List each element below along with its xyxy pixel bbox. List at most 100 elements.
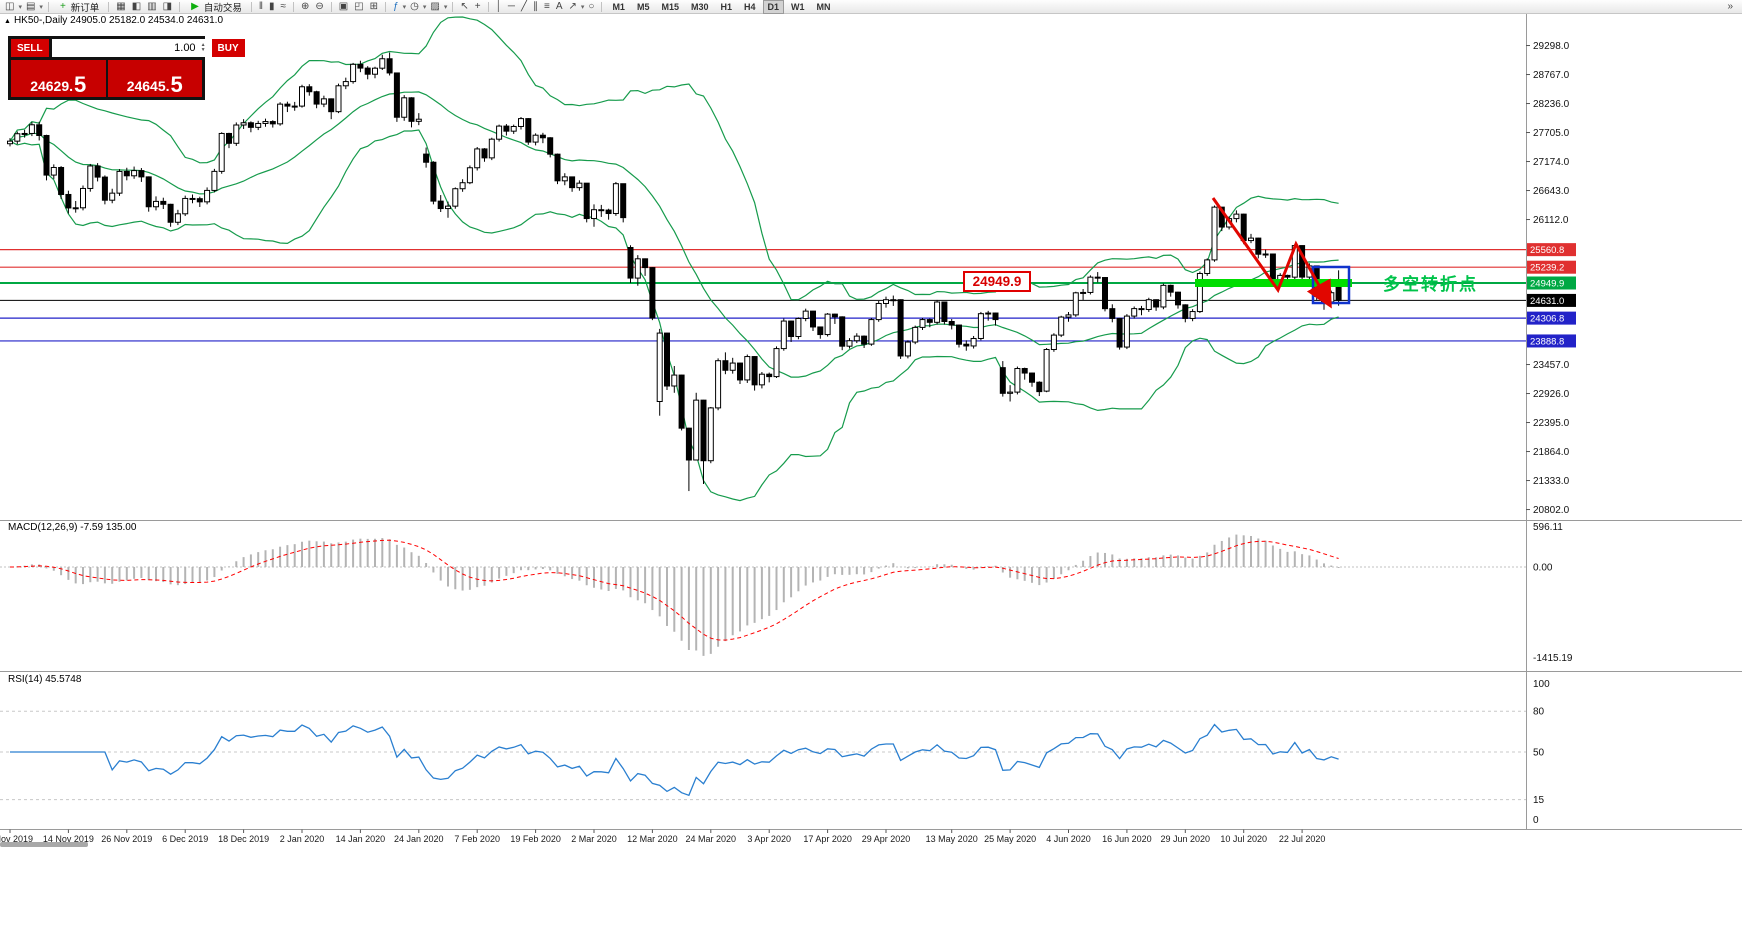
timeframe-M5[interactable]: M5 (636, 1, 650, 12)
arrows-icon[interactable]: ↗ (568, 0, 577, 12)
svg-text:16 Jun 2020: 16 Jun 2020 (1102, 834, 1152, 844)
svg-text:13 May 2020: 13 May 2020 (926, 834, 978, 844)
trade-controls-row: SELL ▲ ▼ BUY (11, 39, 245, 57)
svg-text:0: 0 (1533, 815, 1539, 826)
svg-text:4 Jun 2020: 4 Jun 2020 (1046, 834, 1091, 844)
collapse-triangle-icon[interactable]: ▲ (4, 18, 11, 25)
autotrading-button[interactable]: ▶ 自动交易 (185, 0, 246, 14)
horizontal-scrollbar[interactable] (0, 842, 88, 847)
fibonacci-icon[interactable]: ≡ (543, 0, 550, 12)
buy-price-pip: 5 (170, 72, 183, 97)
data-window-icon[interactable]: ◧ (131, 0, 142, 12)
tile-windows-icon[interactable]: ▣ (338, 0, 349, 12)
crosshair-icon[interactable]: + (474, 0, 481, 12)
sell-button[interactable]: SELL (11, 39, 49, 57)
turning-point-label[interactable]: 多空转折点 (1383, 275, 1478, 294)
periods-dropdown-icon[interactable]: ▾ (422, 3, 427, 11)
svg-text:22395.0: 22395.0 (1533, 418, 1570, 429)
bollinger-bands-layer[interactable] (9, 16, 1339, 502)
timeframe-H4[interactable]: H4 (744, 1, 756, 12)
equidistant-channel-icon[interactable]: ∥ (532, 0, 538, 12)
templates-icon[interactable]: ▨ (430, 0, 440, 12)
one-click-trading-panel: SELL ▲ ▼ BUY 24629.5 24645.5 (8, 36, 245, 100)
svg-text:4 Nov 2019: 4 Nov 2019 (0, 834, 33, 844)
svg-text:28236.0: 28236.0 (1533, 99, 1570, 110)
templates-dropdown-icon[interactable]: ▾ (443, 3, 448, 11)
cascade-windows-icon[interactable]: ◰ (354, 0, 364, 12)
timeframe-M30[interactable]: M30 (690, 1, 709, 12)
cursor-icon[interactable]: ↖ (460, 0, 469, 12)
periods-icon[interactable]: ◷ (410, 0, 419, 12)
text-icon[interactable]: A (555, 0, 563, 12)
toolbar-overflow-icon[interactable]: » (1727, 0, 1733, 12)
axis-price-box (1527, 311, 1576, 325)
timeframe-MN[interactable]: MN (816, 1, 831, 12)
price-annotation-box[interactable]: 24949.9 (963, 271, 1031, 292)
volume-down-icon[interactable]: ▼ (200, 47, 206, 53)
rsi-layer: 100 80 50 15 0 (0, 679, 1550, 826)
indicators-dropdown-icon[interactable]: ▾ (402, 3, 407, 11)
timeframe-M1[interactable]: M1 (612, 1, 625, 12)
date-axis-layer[interactable]: 4 Nov 2019 14 Nov 2019 26 Nov 2019 6 Dec 20… (0, 829, 1326, 845)
svg-text:6 Dec 2019: 6 Dec 2019 (162, 834, 208, 844)
market-watch-icon[interactable]: ▦ (116, 0, 126, 12)
svg-text:2 Jan 2020: 2 Jan 2020 (280, 834, 325, 844)
volume-up-icon[interactable]: ▲ (200, 42, 206, 48)
svg-text:22 Jul 2020: 22 Jul 2020 (1279, 834, 1326, 844)
timeframe-M15[interactable]: M15 (661, 1, 679, 12)
navigator-icon[interactable]: ▥ (147, 0, 157, 12)
svg-text:18 Dec 2019: 18 Dec 2019 (218, 834, 269, 844)
profiles-dropdown-icon[interactable]: ▾ (39, 3, 43, 11)
zoom-in-icon[interactable]: ⊕ (300, 0, 310, 12)
svg-text:19 Feb 2020: 19 Feb 2020 (510, 834, 561, 844)
svg-text:15: 15 (1533, 795, 1545, 806)
candlestick-chart-icon[interactable]: ▮ (268, 0, 275, 12)
new-chart-icon[interactable]: ◫ (5, 0, 15, 12)
trendline-icon[interactable]: ╱ (520, 0, 527, 12)
buy-button[interactable]: BUY (211, 39, 245, 57)
profiles-icon[interactable]: ▤ (25, 0, 36, 12)
axis-layer: 29298.0 28767.0 28236.0 27705.0 27174.0 26643… (0, 14, 1742, 830)
shapes-icon[interactable]: ○ (588, 0, 595, 12)
svg-text:24 Jan 2020: 24 Jan 2020 (394, 834, 444, 844)
svg-text:10 Jul 2020: 10 Jul 2020 (1220, 834, 1267, 844)
svg-text:25560.8: 25560.8 (1530, 245, 1564, 256)
volume-input[interactable] (51, 41, 198, 55)
vertical-line-icon[interactable]: │ (495, 0, 502, 12)
terminal-icon[interactable]: ◨ (162, 0, 173, 12)
zoom-out-icon[interactable]: ⊖ (315, 0, 324, 12)
chart-title: ▲ HK50-,Daily 24905.0 25182.0 24534.0 246… (4, 15, 223, 26)
sell-price-main: 24629. (30, 78, 74, 94)
arrange-windows-icon[interactable]: ⊞ (369, 0, 379, 12)
new-order-button[interactable]: + 新订单 (54, 0, 103, 14)
line-chart-icon[interactable]: ≈ (280, 0, 286, 12)
timeframe-H1[interactable]: H1 (720, 1, 733, 12)
bar-chart-icon[interactable]: ‖ (258, 0, 263, 12)
axis-price-box (1527, 334, 1576, 348)
rsi-indicator-label: RSI(14) 45.5748 (8, 674, 82, 685)
new-chart-dropdown-icon[interactable]: ▾ (18, 3, 22, 11)
horizontal-lines-layer[interactable] (0, 249, 1526, 342)
toolbar-separator (292, 1, 294, 12)
volume-spinner: ▲ ▼ (198, 43, 209, 53)
svg-text:3 Apr 2020: 3 Apr 2020 (747, 834, 791, 844)
trade-prices-row: 24629. 5 24645. 5 (11, 60, 202, 97)
timeframe-W1[interactable]: W1 (791, 1, 805, 12)
new-order-label: 新订单 (70, 2, 100, 14)
horizontal-line-icon[interactable]: ─ (507, 0, 515, 12)
annotations-layer[interactable] (1195, 197, 1352, 309)
svg-text:14 Nov 2019: 14 Nov 2019 (43, 834, 94, 844)
axis-price-box (1527, 293, 1576, 307)
macd-indicator-label: MACD(12,26,9) -7.59 135.00 (8, 522, 137, 533)
svg-text:25239.2: 25239.2 (1530, 263, 1564, 274)
buy-price[interactable]: 24645. 5 (107, 60, 202, 97)
sell-price[interactable]: 24629. 5 (11, 60, 106, 97)
timeframe-D1[interactable]: D1 (762, 0, 785, 14)
svg-text:0.00: 0.00 (1533, 563, 1553, 574)
svg-text:27174.0: 27174.0 (1533, 157, 1570, 168)
macd-layer: 596.11 0.00 -1415.19 (0, 522, 1573, 664)
arrows-dropdown-icon[interactable]: ▾ (580, 3, 585, 11)
volume-field: ▲ ▼ (51, 39, 209, 57)
indicators-icon[interactable]: ƒ (393, 0, 399, 12)
